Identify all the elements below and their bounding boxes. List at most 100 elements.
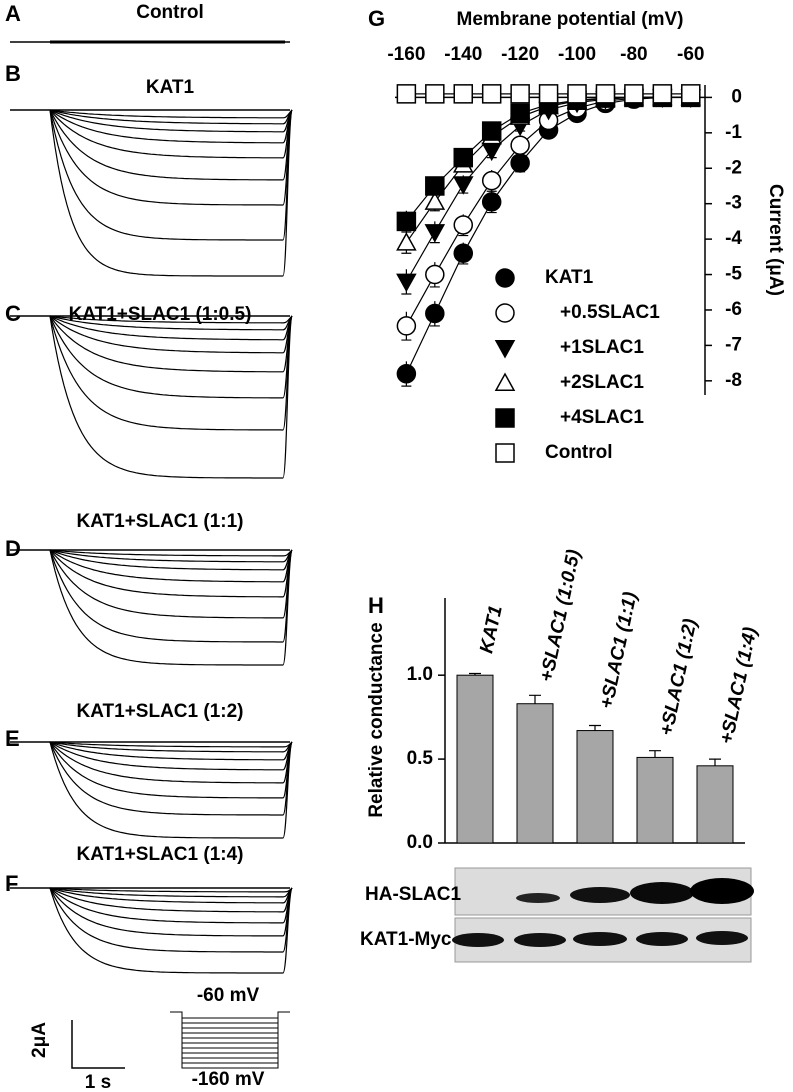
legend-marker xyxy=(495,268,515,288)
data-point xyxy=(453,84,474,104)
x-tick-label: +SLAC1 (1:0.5) xyxy=(536,548,585,684)
data-point xyxy=(453,243,474,264)
blot-band xyxy=(514,933,566,947)
data-point xyxy=(452,176,474,195)
y-tick-label: 0.5 xyxy=(407,748,434,769)
trace xyxy=(49,109,293,206)
error-bar xyxy=(529,694,541,704)
data-point xyxy=(510,153,530,173)
data-point xyxy=(538,84,559,104)
legend-label: +1SLAC1 xyxy=(560,337,644,358)
legend-label: +2SLAC1 xyxy=(560,372,644,393)
trace xyxy=(49,315,293,479)
data-point xyxy=(481,170,502,191)
blot-band xyxy=(696,931,748,945)
trace xyxy=(49,315,293,399)
y-tick-label: 1.0 xyxy=(407,664,433,685)
trace xyxy=(49,741,293,761)
trace xyxy=(49,887,293,974)
data-point xyxy=(424,191,446,210)
panel-letter: B xyxy=(5,61,21,86)
scale-time: 1 s xyxy=(85,1072,111,1092)
data-point xyxy=(396,211,417,232)
trace xyxy=(49,741,293,753)
legend-marker xyxy=(495,303,515,323)
x-tick-label: +SLAC1 (1:2) xyxy=(656,617,701,738)
error-bar xyxy=(469,672,481,676)
blot-band xyxy=(630,882,694,904)
panel-title: KAT1+SLAC1 (1:4) xyxy=(77,844,244,865)
data-point xyxy=(396,316,417,336)
y-axis-title: Relative conductance xyxy=(366,622,387,817)
data-point xyxy=(425,264,445,285)
y-tick-label: -3 xyxy=(725,193,742,214)
y-tick-label: 0.0 xyxy=(407,832,433,853)
blot-band xyxy=(452,933,504,947)
data-point xyxy=(510,135,530,155)
legend-marker xyxy=(495,408,515,428)
trace xyxy=(49,109,293,181)
trace xyxy=(49,887,293,937)
y-tick-label: -5 xyxy=(725,264,742,285)
trace xyxy=(49,549,293,619)
blot-band xyxy=(690,878,754,904)
trace xyxy=(49,741,293,816)
voltage-protocol xyxy=(170,1011,290,1069)
trace xyxy=(49,109,293,241)
protocol-hold: -60 mV xyxy=(197,985,260,1006)
trace xyxy=(49,109,293,159)
trace xyxy=(49,741,293,799)
trace xyxy=(49,741,293,748)
trace xyxy=(49,549,293,563)
panel-letter: F xyxy=(5,871,18,896)
data-point xyxy=(595,84,616,104)
trace xyxy=(49,109,293,277)
trace xyxy=(49,741,293,784)
trace xyxy=(49,109,293,144)
data-point xyxy=(453,215,474,235)
panel-title: KAT1+SLAC1 (1:2) xyxy=(77,701,244,722)
data-point xyxy=(396,232,417,251)
data-point xyxy=(624,84,644,104)
trace xyxy=(49,549,293,643)
x-axis-title: Membrane potential (mV) xyxy=(457,9,684,30)
x-tick-label: -140 xyxy=(444,44,482,65)
trace xyxy=(49,549,293,666)
data-point xyxy=(424,224,446,243)
y-tick-label: 0 xyxy=(731,86,742,107)
x-tick-label: +SLAC1 (1:4) xyxy=(716,625,761,746)
legend-label: Control xyxy=(545,442,613,463)
trace xyxy=(49,549,293,583)
trace xyxy=(49,315,293,431)
bar xyxy=(636,756,674,844)
y-tick-label: -1 xyxy=(725,122,742,143)
y-axis-title: Current (μA) xyxy=(765,184,786,296)
trace xyxy=(49,109,293,125)
trace xyxy=(49,887,293,898)
trace xyxy=(49,887,293,893)
panel-letter: D xyxy=(5,536,21,561)
legend-label: +4SLAC1 xyxy=(560,407,644,428)
blot-band xyxy=(570,887,630,903)
data-point xyxy=(481,192,502,212)
scale-current: 2μA xyxy=(29,1022,50,1058)
panel-title: KAT1 xyxy=(146,77,195,98)
trace xyxy=(49,549,293,571)
error-bar xyxy=(709,758,721,766)
bar xyxy=(456,674,494,844)
error-bar xyxy=(589,724,601,731)
data-point xyxy=(510,103,530,124)
bar xyxy=(696,765,734,844)
blot-band xyxy=(636,932,688,946)
trace xyxy=(49,549,293,598)
trace xyxy=(49,315,293,354)
blot-label: KAT1-Myc xyxy=(360,929,452,950)
trace xyxy=(49,741,293,771)
data-point xyxy=(681,84,701,104)
legend-marker xyxy=(494,340,516,359)
legend-marker xyxy=(494,372,516,391)
blot-label: HA-SLAC1 xyxy=(365,884,461,905)
y-tick-label: -8 xyxy=(725,370,742,391)
